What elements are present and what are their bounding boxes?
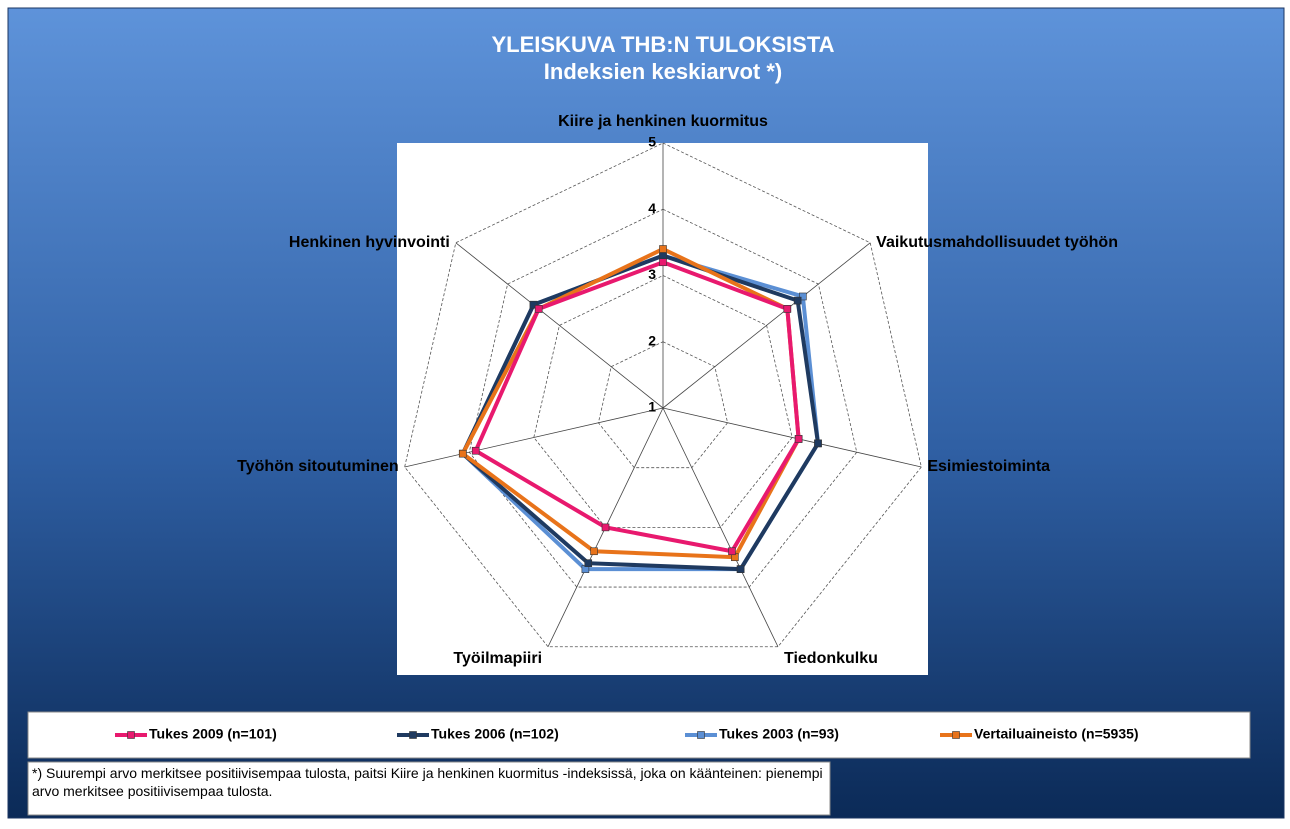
tick-label: 1 — [648, 399, 656, 415]
axis-spoke — [662, 407, 779, 647]
grid-ring — [597, 341, 729, 469]
chart-title: YLEISKUVA THB:N TULOKSISTA — [491, 32, 834, 57]
legend-label: Tukes 2009 (n=101) — [149, 726, 277, 742]
data-point — [659, 245, 667, 253]
tick-label: 3 — [648, 266, 656, 282]
data-point — [799, 292, 807, 301]
legend — [27, 711, 1251, 759]
data-point — [659, 258, 667, 267]
grid-ring — [468, 208, 858, 588]
category-label: Esimiestoiminta — [927, 458, 1050, 475]
data-point — [814, 439, 822, 448]
series-line — [460, 253, 821, 572]
data-point — [794, 435, 803, 443]
legend-label: Tukes 2006 (n=102) — [431, 726, 559, 742]
category-label: Työilmapiiri — [453, 650, 542, 667]
data-point — [534, 305, 543, 313]
tick-label: 2 — [648, 332, 656, 348]
data-point — [793, 296, 802, 305]
data-point — [736, 565, 745, 573]
series-line — [473, 260, 801, 554]
axis-spoke — [404, 407, 664, 468]
legend-marker — [127, 731, 135, 739]
data-point — [728, 547, 736, 556]
grid-ring — [533, 275, 793, 528]
category-label: Työhön sitoutuminen — [237, 458, 398, 475]
grid-ring — [404, 142, 922, 648]
data-point — [659, 251, 667, 260]
note: *) Suurempi arvo merkitsee positiivisemp… — [32, 765, 823, 799]
category-label: Tiedonkulku — [784, 650, 878, 667]
axis-spoke — [455, 242, 664, 409]
data-point — [529, 300, 538, 309]
legend-label: Tukes 2003 (n=93) — [719, 726, 839, 742]
note-text: *) Suurempi arvo merkitsee positiivisemp… — [32, 765, 823, 799]
category-label: Vaikutusmahdollisuudet työhön — [876, 234, 1118, 251]
legend-label: Vertailuaineisto (n=5935) — [974, 726, 1139, 742]
category-label: Henkinen hyvinvointi — [289, 234, 450, 251]
tick-label: 5 — [648, 134, 656, 150]
axis-spoke — [662, 407, 922, 468]
legend-marker — [952, 731, 960, 739]
data-point — [471, 446, 480, 455]
category-label: Kiire ja henkinen kuormitus — [558, 113, 768, 130]
data-point — [590, 547, 598, 556]
data-point — [783, 305, 792, 313]
data-point — [601, 523, 610, 532]
note-box — [27, 761, 831, 816]
legend-marker — [409, 731, 417, 739]
data-point — [584, 559, 593, 567]
axis-spoke — [662, 242, 871, 409]
chart-subtitle: Indeksien keskiarvot *) — [544, 59, 782, 84]
legend-marker — [697, 731, 705, 739]
tick-label: 4 — [648, 200, 656, 216]
data-point — [458, 449, 467, 458]
